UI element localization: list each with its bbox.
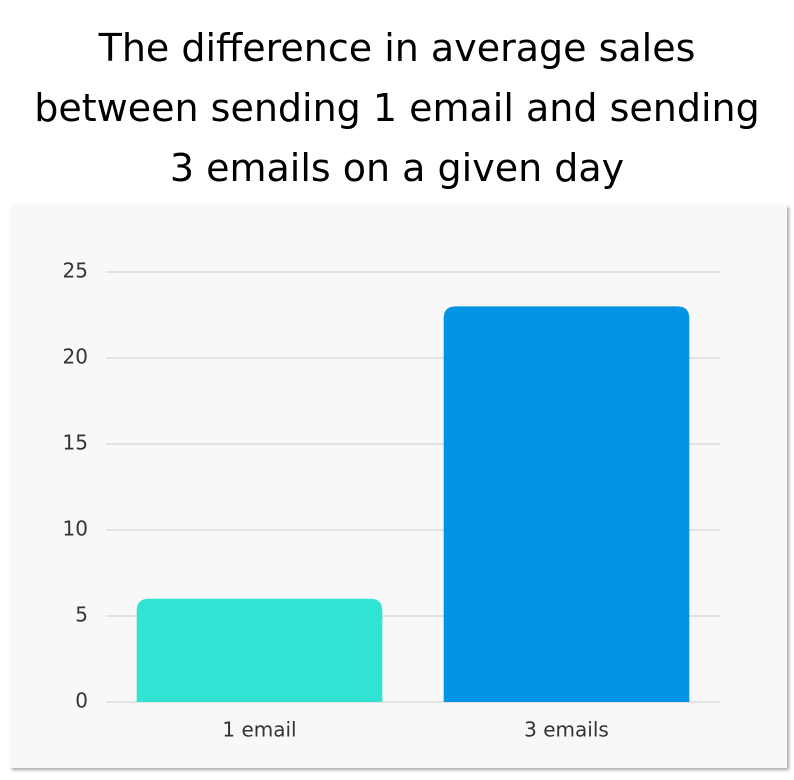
bar [443,306,690,702]
bar [136,598,383,702]
y-tick-label: 0 [75,689,88,713]
y-tick-label: 15 [63,431,88,455]
chart-title: The difference in average sales between … [34,26,760,190]
y-tick-label: 20 [63,345,88,369]
y-tick-label: 25 [63,259,88,283]
x-tick-label: 3 emails [524,718,609,742]
y-tick-label: 5 [75,603,88,627]
y-tick-label: 10 [63,517,88,541]
x-tick-label: 1 email [222,718,296,742]
